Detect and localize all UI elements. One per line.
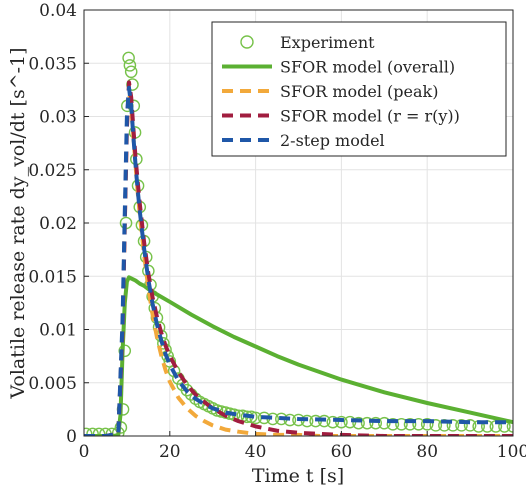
legend-entry: Experiment xyxy=(240,33,375,52)
experiment-point xyxy=(446,419,460,432)
experiment-point xyxy=(352,416,365,430)
experiment-point xyxy=(124,65,138,79)
legend-label: SFOR model (peak) xyxy=(280,82,438,101)
experiment-point xyxy=(463,419,477,432)
experiment-point xyxy=(300,414,314,428)
y-tick-label: 0.035 xyxy=(28,54,77,74)
legend-entry: SFOR model (r = r(y)) xyxy=(222,107,460,126)
y-tick-label: 0.01 xyxy=(39,321,77,341)
series-layer xyxy=(84,51,513,436)
experiment-point xyxy=(395,417,408,431)
y-tick-label: 0.005 xyxy=(28,374,77,394)
experiment-point xyxy=(122,51,135,65)
experiment-point xyxy=(84,427,93,436)
x-tick-label: 20 xyxy=(159,442,181,462)
y-axis-label: Volatile release rate dy_vol/dt [s^-1] xyxy=(7,47,29,399)
experiment-point xyxy=(455,419,468,432)
y-tick-label: 0.025 xyxy=(28,161,77,181)
experiment-point xyxy=(326,415,340,429)
experiment-point xyxy=(335,415,348,429)
series-line-sfor-model-r-r-y xyxy=(84,80,513,436)
series-line-2-step-model xyxy=(84,85,513,436)
experiment-point xyxy=(92,427,106,436)
experiment-point xyxy=(429,419,443,432)
y-tick-label: 0.02 xyxy=(39,214,77,234)
x-tick-label: 0 xyxy=(79,442,90,462)
experiment-point xyxy=(369,416,383,430)
experiment-point xyxy=(126,78,139,91)
x-tick-label: 100 xyxy=(497,442,526,462)
legend-label: Experiment xyxy=(280,33,375,52)
legend-label: SFOR model (overall) xyxy=(280,58,455,77)
y-tick-label: 0 xyxy=(66,427,77,447)
legend-entry: SFOR model (overall) xyxy=(222,58,455,77)
experiment-point xyxy=(86,427,99,436)
experiment-point xyxy=(123,59,137,72)
x-tick-label: 40 xyxy=(245,442,267,462)
ticks: 0 20 40 60 80 100 0 0.005 0.01 0.015 0.02 0.025 0.03… xyxy=(28,1,526,462)
experiment-point xyxy=(412,417,425,431)
x-tick-label: 60 xyxy=(331,442,353,462)
y-tick-label: 0.015 xyxy=(28,267,77,287)
experiment-point xyxy=(157,337,170,350)
y-tick-label: 0.04 xyxy=(39,1,77,21)
series-line-sfor-model-overall xyxy=(84,275,513,436)
legend-entry: 2-step model xyxy=(222,131,385,150)
experiment-point xyxy=(152,321,166,334)
legend-entry: SFOR model (peak) xyxy=(222,82,438,101)
legend: Experiment SFOR model (overall) SFOR model… xyxy=(211,21,507,157)
experiment-point xyxy=(360,416,374,430)
x-tick-label: 80 xyxy=(416,442,438,462)
legend-marker xyxy=(240,35,254,49)
legend-label: 2-step model xyxy=(280,131,385,150)
x-axis-label: Time t [s] xyxy=(252,465,344,487)
experiment-point xyxy=(403,417,417,431)
axis-labels: Time t [s] Volatile release rate dy_vol/… xyxy=(7,47,344,487)
experiment-point xyxy=(377,416,391,430)
experiment-point xyxy=(386,417,400,431)
y-tick-label: 0.03 xyxy=(39,108,77,128)
experiment-point xyxy=(420,417,434,431)
legend-label: SFOR model (r = r(y)) xyxy=(280,107,460,126)
